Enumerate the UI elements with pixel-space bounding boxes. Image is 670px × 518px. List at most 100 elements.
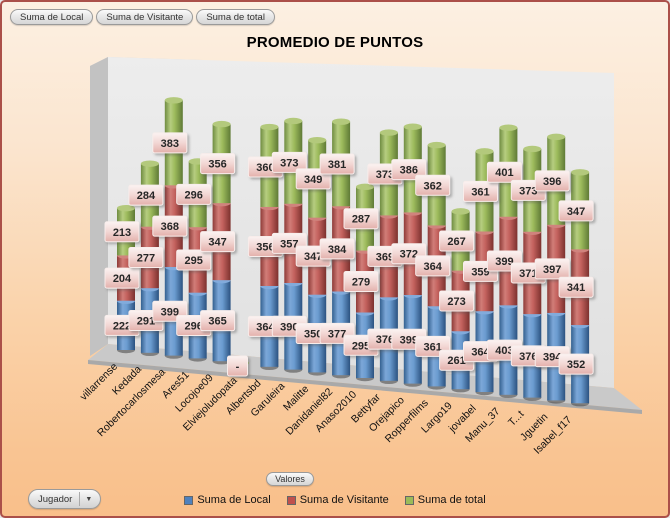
bar-cap: [499, 124, 518, 131]
bar-cap: [379, 129, 398, 136]
data-label: 296: [176, 183, 212, 205]
legend-label: Suma de Visitante: [299, 494, 389, 506]
data-label: 341: [558, 276, 594, 298]
svg-text:347: 347: [208, 237, 226, 249]
dropdown-divider: [79, 492, 81, 506]
svg-text:383: 383: [161, 138, 179, 150]
svg-text:277: 277: [137, 252, 155, 264]
data-labels-group: 222 204 213 291 277 284 399 368 383 296 295 296 365 3…: [104, 132, 594, 377]
legend-swatch-local: [184, 495, 194, 505]
svg-text:360: 360: [256, 162, 274, 174]
svg-text:373: 373: [519, 185, 537, 197]
data-label: 361: [415, 335, 451, 357]
svg-text:213: 213: [113, 227, 131, 239]
bar-cap: [427, 141, 446, 149]
svg-text:261: 261: [447, 355, 465, 367]
svg-text:372: 372: [400, 249, 418, 261]
data-label: 396: [534, 170, 570, 192]
chart-floor-edge: [88, 360, 642, 414]
svg-text:399: 399: [495, 256, 513, 268]
bar-cap: [523, 145, 542, 153]
data-label: 204: [104, 267, 140, 289]
svg-text:401: 401: [495, 167, 513, 179]
chevron-down-icon: ▼: [85, 495, 93, 503]
data-label: -: [227, 355, 248, 377]
bar-cap: [212, 120, 231, 128]
svg-text:273: 273: [447, 296, 465, 308]
category-label: T...t: [506, 408, 527, 429]
svg-text:396: 396: [543, 176, 561, 188]
svg-text:279: 279: [352, 277, 370, 289]
svg-text:291: 291: [137, 315, 155, 327]
svg-text:399: 399: [400, 334, 418, 346]
legend-swatch-total: [404, 495, 414, 505]
svg-text:364: 364: [256, 321, 275, 333]
svg-text:381: 381: [328, 159, 346, 171]
data-label: 347: [558, 200, 594, 222]
svg-text:376: 376: [519, 351, 537, 363]
svg-text:347: 347: [304, 251, 322, 263]
svg-text:362: 362: [424, 180, 442, 192]
data-label: 364: [415, 255, 451, 277]
svg-text:369: 369: [376, 251, 394, 263]
field-button-suma-de-total[interactable]: Suma de total: [196, 9, 275, 25]
bar-cap: [451, 208, 470, 215]
svg-text:356: 356: [256, 241, 274, 253]
svg-text:296: 296: [185, 321, 203, 333]
pivot-field-buttons: Suma de Local Suma de Visitante Suma de …: [10, 9, 275, 25]
svg-text:222: 222: [113, 320, 131, 332]
data-label: 365: [200, 310, 236, 332]
svg-text:371: 371: [519, 268, 537, 280]
data-label: 383: [152, 132, 188, 154]
chart-legend: Suma de Local Suma de Visitante Suma de …: [2, 494, 668, 506]
bar-cap: [356, 183, 374, 191]
svg-text:350: 350: [304, 329, 322, 341]
axis-field-dropdown-jugador[interactable]: Jugador ▼: [28, 489, 102, 509]
svg-text:368: 368: [161, 221, 179, 233]
svg-text:204: 204: [113, 273, 132, 285]
data-label: 368: [152, 215, 188, 237]
values-field-button[interactable]: Valores: [266, 472, 314, 486]
svg-text:364: 364: [471, 347, 490, 359]
svg-text:361: 361: [471, 186, 489, 198]
bar-cap: [164, 97, 183, 104]
legend-label: Suma de Local: [197, 494, 271, 506]
chart-title: PROMEDIO DE PUNTOS: [246, 34, 424, 51]
svg-text:287: 287: [352, 214, 370, 226]
data-label: 277: [128, 246, 164, 268]
svg-text:347: 347: [567, 206, 585, 218]
data-label: 356: [200, 153, 236, 175]
svg-text:364: 364: [424, 261, 443, 273]
svg-text:373: 373: [280, 157, 298, 169]
category-label: villarrense: [78, 361, 120, 403]
data-label: 347: [200, 231, 236, 253]
svg-text:341: 341: [567, 282, 585, 294]
svg-text:373: 373: [376, 169, 394, 181]
bar-cap: [332, 118, 351, 125]
legend-item-total: Suma de total: [404, 494, 486, 506]
field-button-suma-de-visitante[interactable]: Suma de Visitante: [96, 9, 194, 25]
data-label: 362: [415, 174, 451, 196]
data-label: 401: [486, 161, 522, 183]
svg-text:356: 356: [208, 159, 226, 171]
bar-cap: [403, 123, 422, 130]
svg-text:365: 365: [208, 316, 226, 328]
svg-text:403: 403: [495, 345, 513, 357]
svg-text:284: 284: [137, 190, 156, 202]
svg-text:397: 397: [543, 264, 561, 276]
svg-text:267: 267: [447, 236, 465, 248]
data-label: 273: [439, 290, 475, 312]
svg-text:349: 349: [304, 174, 322, 186]
data-label: 386: [391, 159, 427, 181]
bar-cap: [308, 136, 327, 144]
svg-text:376: 376: [376, 334, 394, 346]
svg-text:361: 361: [424, 341, 442, 353]
data-label: 384: [319, 238, 355, 260]
data-label: 352: [558, 353, 594, 375]
axis-dropdown-label: Jugador: [38, 493, 73, 505]
svg-text:295: 295: [185, 255, 203, 267]
data-label: 287: [343, 208, 379, 230]
field-button-suma-de-local[interactable]: Suma de Local: [10, 9, 94, 25]
